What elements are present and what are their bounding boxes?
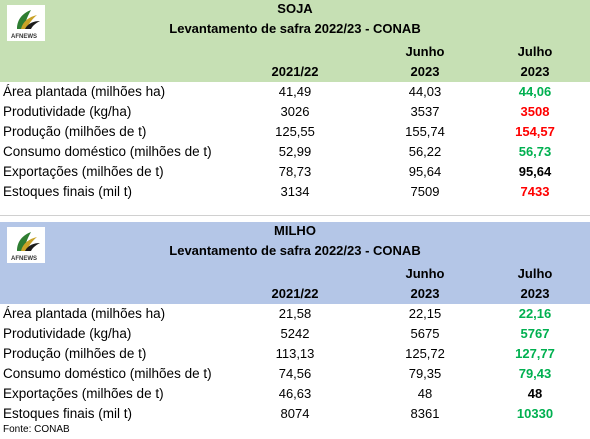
- milho-col1-bottom: 2021/22: [271, 286, 319, 301]
- cell-v2: 22,15: [408, 306, 442, 321]
- table-row: Exportações (milhões de t) 78,73 95,64 95,6…: [0, 162, 590, 182]
- row-label: Consumo doméstico (milhões de t): [3, 366, 212, 381]
- table-row: Consumo doméstico (milhões de t) 52,99 56,…: [0, 142, 590, 162]
- row-label: Produtividade (kg/ha): [3, 104, 132, 119]
- row-label: Exportações (milhões de t): [3, 164, 164, 179]
- cell-v2: 79,35: [408, 366, 442, 381]
- cell-v1: 78,73: [278, 164, 312, 179]
- cell-v2: 95,64: [408, 164, 442, 179]
- cell-v2: 155,74: [405, 124, 445, 139]
- cell-v1: 5242: [280, 326, 310, 341]
- source-note: Fonte: CONAB: [3, 424, 70, 435]
- cell-v2: 44,03: [408, 84, 442, 99]
- svg-text:AFNEWS: AFNEWS: [11, 34, 37, 40]
- soja-col1-bottom: 2021/22: [271, 64, 319, 79]
- soja-subtitle: Levantamento de safra 2022/23 - CONAB: [169, 21, 421, 36]
- milho-col3-top: Julho: [517, 266, 553, 281]
- cell-v1: 113,13: [275, 346, 315, 361]
- table-row: Produtividade (kg/ha) 5242 5675 5767: [0, 324, 590, 344]
- milho-header: AFNEWS MILHO Levantamento de safra 2022/…: [0, 222, 590, 304]
- row-label: Exportações (milhões de t): [3, 386, 164, 401]
- cell-v1: 8074: [280, 406, 310, 421]
- milho-col2-bottom: 2023: [410, 286, 440, 301]
- soja-col2-top: Junho: [405, 44, 445, 59]
- table-row: Área plantada (milhões ha) 41,49 44,03 44,0…: [0, 82, 590, 102]
- cell-v1: 74,56: [278, 366, 312, 381]
- table-divider: [0, 215, 590, 216]
- row-label: Consumo doméstico (milhões de t): [3, 144, 212, 159]
- soja-title: SOJA: [277, 1, 313, 16]
- cell-v1: 52,99: [278, 144, 312, 159]
- soja-header: AFNEWS SOJA Levantamento de safra 2022/2…: [0, 0, 590, 82]
- table-row: Produtividade (kg/ha) 3026 3537 3508: [0, 102, 590, 122]
- table-row: Produção (milhões de t) 125,55 155,74 154,5…: [0, 122, 590, 142]
- afnews-logo: AFNEWS: [7, 5, 45, 41]
- cell-v2: 7509: [410, 184, 440, 199]
- cell-v3: 154,57: [515, 124, 555, 139]
- cell-v3: 48: [527, 386, 543, 401]
- soja-col3-bottom: 2023: [520, 64, 550, 79]
- afnews-logo: AFNEWS: [7, 227, 45, 263]
- cell-v3: 22,16: [518, 306, 552, 321]
- row-label: Produção (milhões de t): [3, 124, 147, 139]
- milho-col2-top: Junho: [405, 266, 445, 281]
- soja-table: AFNEWS SOJA Levantamento de safra 2022/2…: [0, 0, 590, 210]
- table-row: Exportações (milhões de t) 46,63 48 48: [0, 384, 590, 404]
- svg-text:AFNEWS: AFNEWS: [11, 256, 37, 262]
- cell-v3: 56,73: [518, 144, 552, 159]
- table-row: Estoques finais (mil t) 3134 7509 7433: [0, 182, 590, 202]
- row-label: Área plantada (milhões ha): [3, 84, 166, 99]
- row-label: Estoques finais (mil t): [3, 406, 133, 421]
- row-label: Área plantada (milhões ha): [3, 306, 166, 321]
- table-row: Área plantada (milhões ha) 21,58 22,15 22,1…: [0, 304, 590, 324]
- cell-v3: 5767: [520, 326, 550, 341]
- milho-table: AFNEWS MILHO Levantamento de safra 2022/…: [0, 222, 590, 422]
- cell-v1: 21,58: [278, 306, 312, 321]
- cell-v3: 10330: [516, 406, 554, 421]
- cell-v3: 127,77: [515, 346, 555, 361]
- cell-v2: 56,22: [408, 144, 442, 159]
- cell-v1: 3026: [280, 104, 310, 119]
- cell-v2: 8361: [410, 406, 440, 421]
- cell-v1: 46,63: [278, 386, 312, 401]
- table-row: Estoques finais (mil t) 8074 8361 10330: [0, 404, 590, 424]
- table-row: Produção (milhões de t) 113,13 125,72 127,7…: [0, 344, 590, 364]
- cell-v2: 5675: [410, 326, 440, 341]
- cell-v1: 41,49: [278, 84, 312, 99]
- table-row: Consumo doméstico (milhões de t) 74,56 79,…: [0, 364, 590, 384]
- cell-v3: 44,06: [518, 84, 552, 99]
- cell-v3: 95,64: [518, 164, 552, 179]
- cell-v2: 125,72: [405, 346, 445, 361]
- cell-v2: 3537: [410, 104, 440, 119]
- row-label: Produção (milhões de t): [3, 346, 147, 361]
- cell-v3: 7433: [520, 184, 550, 199]
- cell-v1: 125,55: [275, 124, 315, 139]
- row-label: Estoques finais (mil t): [3, 184, 133, 199]
- cell-v3: 79,43: [518, 366, 552, 381]
- milho-col3-bottom: 2023: [520, 286, 550, 301]
- row-label: Produtividade (kg/ha): [3, 326, 132, 341]
- milho-title: MILHO: [274, 223, 316, 238]
- cell-v1: 3134: [280, 184, 310, 199]
- soja-col3-top: Julho: [517, 44, 553, 59]
- soja-col2-bottom: 2023: [410, 64, 440, 79]
- cell-v3: 3508: [520, 104, 550, 119]
- milho-subtitle: Levantamento de safra 2022/23 - CONAB: [169, 243, 421, 258]
- cell-v2: 48: [417, 386, 433, 401]
